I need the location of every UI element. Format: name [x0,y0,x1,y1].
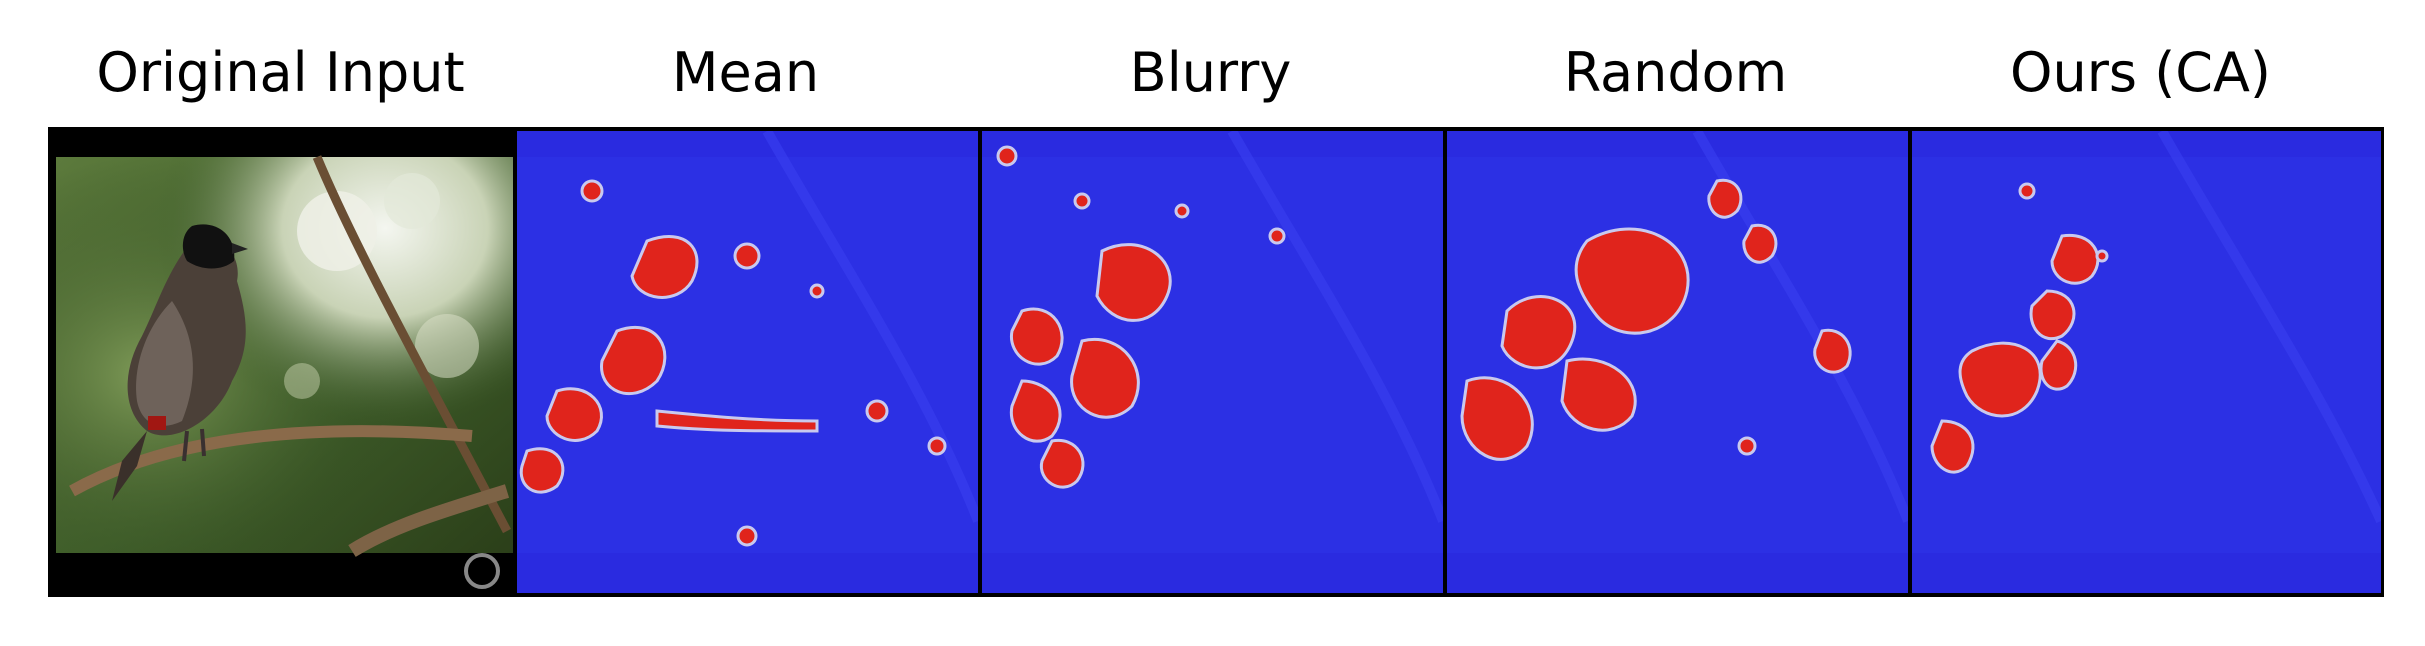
panel-title-random: Random [1563,41,1788,104]
panel-title-original: Original Input [96,41,465,104]
mean-saliency-map [517,131,978,593]
blurry-saliency-map [982,131,1443,593]
random-saliency-map [1447,131,1908,593]
original-input-image [52,131,513,593]
ours-ca-saliency-map [1912,131,2381,593]
panel-title-blurry: Blurry [1129,41,1292,104]
panel-title-ours: Ours (CA) [2009,41,2271,104]
panel-title-mean: Mean [671,41,820,104]
